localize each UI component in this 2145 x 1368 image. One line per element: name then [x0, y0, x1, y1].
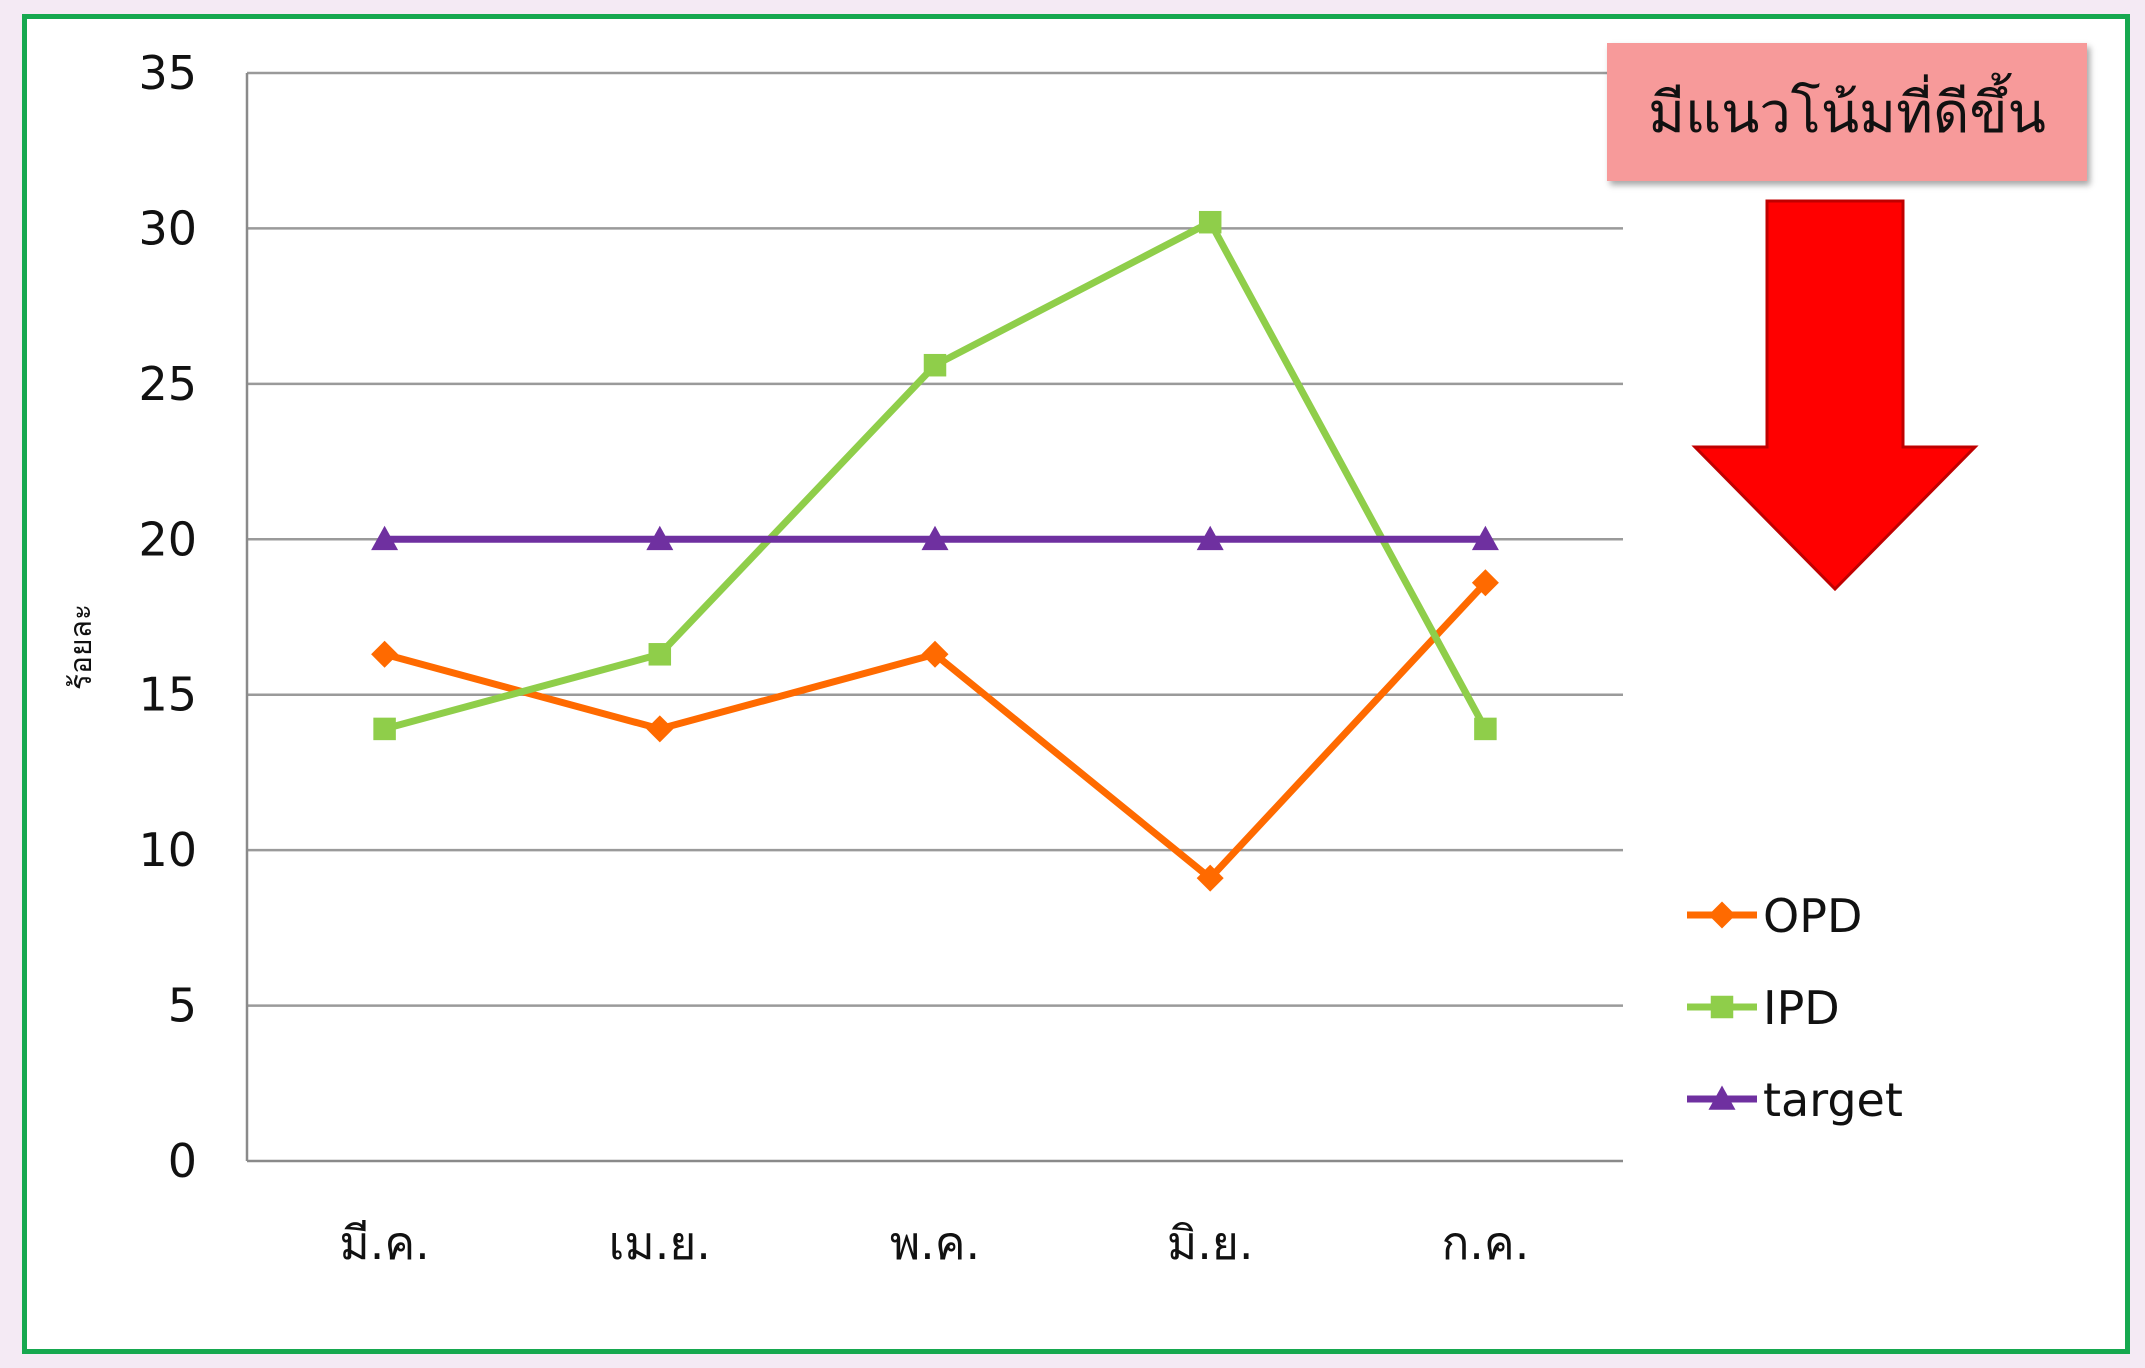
legend-item: OPD — [1687, 889, 1862, 943]
legend-marker — [1710, 995, 1734, 1019]
x-tick-label: มิ.ย. — [1167, 1216, 1254, 1270]
data-point — [921, 640, 949, 668]
y-tick-label: 25 — [138, 357, 197, 411]
data-point — [923, 353, 947, 377]
data-point — [648, 643, 672, 666]
series-ipd — [373, 210, 1497, 741]
data-point — [921, 525, 949, 551]
data-point — [371, 640, 399, 668]
down-arrow-shape — [1691, 199, 1979, 592]
y-tick-label: 20 — [138, 512, 197, 566]
x-tick-label: เม.ย. — [609, 1216, 711, 1270]
series-target — [371, 525, 1499, 551]
data-point — [646, 715, 674, 743]
data-point — [1196, 525, 1224, 551]
series-line — [383, 580, 1488, 882]
data-point — [371, 525, 399, 551]
legend-marker — [1708, 1085, 1736, 1110]
data-point — [373, 717, 396, 741]
y-tick-label: 30 — [138, 201, 197, 255]
y-tick-label: 0 — [168, 1134, 197, 1188]
y-tick-label: 15 — [138, 668, 197, 722]
y-axis-label: ร้อยละ — [64, 604, 99, 690]
x-tick-label: มี.ค. — [339, 1216, 429, 1270]
x-tick-label: ก.ค. — [1441, 1216, 1529, 1270]
data-point — [1471, 569, 1499, 597]
legend-marker — [1708, 901, 1736, 929]
data-point — [1471, 525, 1499, 551]
series-opd — [371, 569, 1499, 892]
y-tick-label: 5 — [168, 979, 197, 1033]
data-point — [1474, 717, 1497, 741]
trend-callout: มีแนวโน้มที่ดีขึ้น — [1607, 43, 2087, 181]
chart-frame: 0 5 10 15 20 25 30 35 ร้อยละมี.ค. เม.ย. พ.ค. มิ.ย. ก… — [22, 14, 2130, 1354]
data-point — [1198, 210, 1222, 234]
down-arrow-icon — [1691, 199, 1979, 592]
y-tick-label: 10 — [138, 823, 197, 877]
data-point — [1196, 864, 1224, 892]
legend-item: target — [1687, 1073, 1903, 1127]
y-tick-label: 35 — [138, 46, 197, 100]
x-tick-label: พ.ค. — [890, 1216, 980, 1270]
legend-label: IPD — [1763, 981, 1840, 1035]
legend-item: IPD — [1687, 981, 1840, 1035]
legend-label: target — [1763, 1073, 1903, 1127]
data-point — [646, 525, 674, 551]
legend-label: OPD — [1763, 889, 1862, 943]
